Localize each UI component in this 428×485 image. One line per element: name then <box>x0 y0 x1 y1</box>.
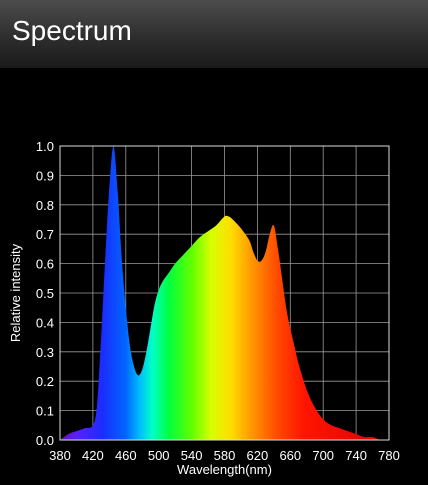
x-tick-label: 580 <box>214 448 236 463</box>
x-tick-label: 420 <box>82 448 104 463</box>
plot-frame <box>59 145 390 441</box>
page-title: Spectrum <box>12 15 132 46</box>
spectrum-chart-svg: 0.0 0.1 0.2 0.3 0.4 0.5 0.6 0.7 0.8 0.9 1.0 380 420… <box>8 139 400 477</box>
x-tick-label: 740 <box>345 448 367 463</box>
y-axis-label: Relative intensity <box>8 243 23 342</box>
y-tick-label: 0.4 <box>36 315 54 330</box>
x-tick-label: 460 <box>115 448 137 463</box>
y-tick-label: 0.6 <box>36 257 54 272</box>
y-tick-label: 0.0 <box>36 433 54 448</box>
x-tick-label: 500 <box>148 448 170 463</box>
y-tick-label: 1.0 <box>36 139 54 154</box>
x-tick-labels: 380 420 460 500 540 580 620 660 700 740 780 <box>49 448 400 463</box>
y-tick-label: 0.9 <box>36 168 54 183</box>
y-tick-label: 0.8 <box>36 198 54 213</box>
y-tick-label: 0.5 <box>36 286 54 301</box>
y-tick-label: 0.2 <box>36 374 54 389</box>
spectrum-area <box>60 145 389 440</box>
y-tick-label: 0.7 <box>36 227 54 242</box>
x-tick-label: 700 <box>312 448 334 463</box>
spectrum-chart: 0.0 0.1 0.2 0.3 0.4 0.5 0.6 0.7 0.8 0.9 1.0 380 420… <box>0 68 428 480</box>
y-tick-label: 0.3 <box>36 345 54 360</box>
x-tick-label: 380 <box>49 448 71 463</box>
x-tick-label: 780 <box>378 448 400 463</box>
x-tick-label: 620 <box>247 448 269 463</box>
x-tick-label: 540 <box>181 448 203 463</box>
x-tick-label: 660 <box>279 448 301 463</box>
y-tick-labels: 0.0 0.1 0.2 0.3 0.4 0.5 0.6 0.7 0.8 0.9 1.0 <box>36 139 54 448</box>
title-bar: Spectrum <box>0 0 428 68</box>
x-axis-label: Wavelength(nm) <box>177 462 272 477</box>
y-tick-label: 0.1 <box>36 404 54 419</box>
